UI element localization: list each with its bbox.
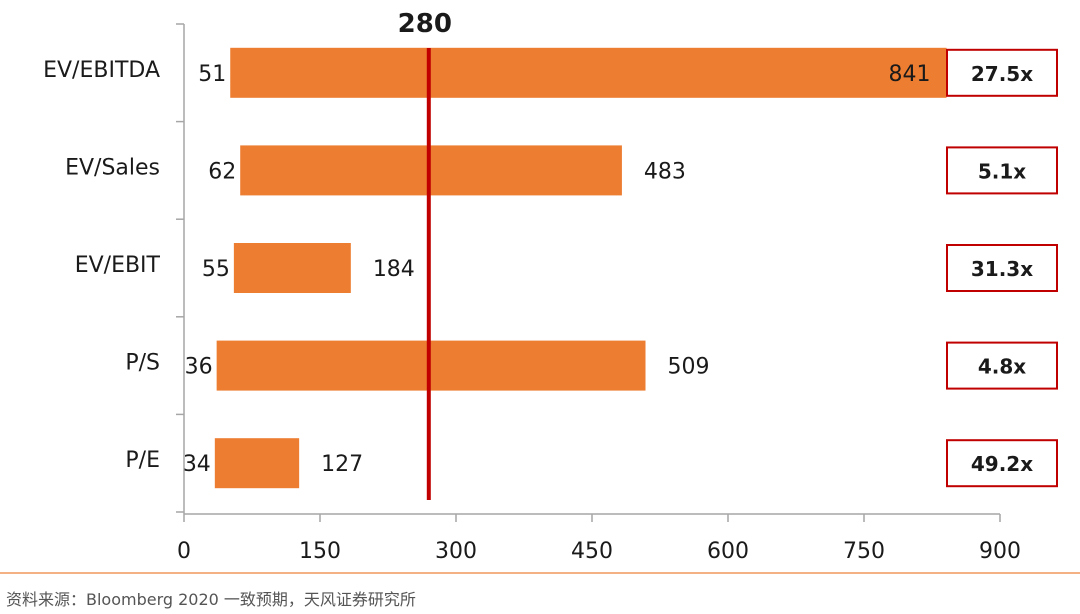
football-field-chart: 0 150 300 450 600 750 900 EV/EBITDA 51 841 EV/Sal…	[43, 9, 1058, 564]
multiples: 27.5x 5.1x 31.3x 4.8x 49.2x	[946, 48, 1058, 488]
range-bar	[233, 243, 351, 293]
x-tick-label: 750	[843, 539, 885, 564]
category-label: EV/Sales	[65, 155, 160, 180]
category-label: EV/EBIT	[75, 253, 161, 278]
category-label: P/S	[125, 351, 160, 376]
low-value-label: 34	[183, 452, 211, 477]
multiple-label: 49.2x	[971, 452, 1033, 476]
multiple-box	[946, 244, 1058, 292]
x-tick-label: 900	[979, 539, 1021, 564]
multiple-label: 5.1x	[978, 159, 1026, 183]
source-divider	[0, 572, 1080, 574]
high-value-label: 483	[644, 159, 686, 184]
high-value-label: 127	[321, 452, 363, 477]
range-bar	[216, 340, 646, 391]
x-tick-label: 300	[435, 539, 477, 564]
category-label: EV/EBITDA	[43, 58, 160, 83]
axes: 0 150 300 450 600 750 900	[176, 23, 1021, 564]
high-value-label: 509	[667, 355, 709, 380]
multiple-box	[946, 341, 1058, 390]
x-tick-label: 600	[707, 539, 749, 564]
multiple-label: 31.3x	[971, 257, 1033, 281]
multiple-label: 4.8x	[978, 355, 1026, 379]
reference-line-group: 280	[398, 9, 452, 500]
high-value-label: 841	[889, 62, 931, 87]
low-value-label: 62	[208, 159, 236, 184]
reference-line-label: 280	[398, 9, 452, 39]
source-note: 资料来源：Bloomberg 2020 一致预期，天风证券研究所	[6, 590, 416, 609]
range-bar	[214, 438, 300, 489]
range-bar	[230, 47, 947, 98]
low-value-label: 55	[202, 257, 230, 282]
low-value-label: 36	[185, 355, 213, 380]
multiple-label: 27.5x	[971, 62, 1033, 86]
x-tick-label: 0	[177, 539, 191, 564]
multiple-box	[946, 146, 1058, 195]
range-bar	[240, 145, 622, 196]
x-tick-label: 450	[571, 539, 613, 564]
bars: EV/EBITDA 51 841 EV/Sales 62 483 EV/EBIT 55 184 P…	[43, 47, 947, 489]
multiple-box	[946, 439, 1058, 488]
low-value-label: 51	[198, 62, 226, 87]
multiple-box	[946, 48, 1058, 97]
high-value-label: 184	[373, 257, 415, 282]
category-label: P/E	[125, 448, 160, 473]
x-tick-label: 150	[299, 539, 341, 564]
